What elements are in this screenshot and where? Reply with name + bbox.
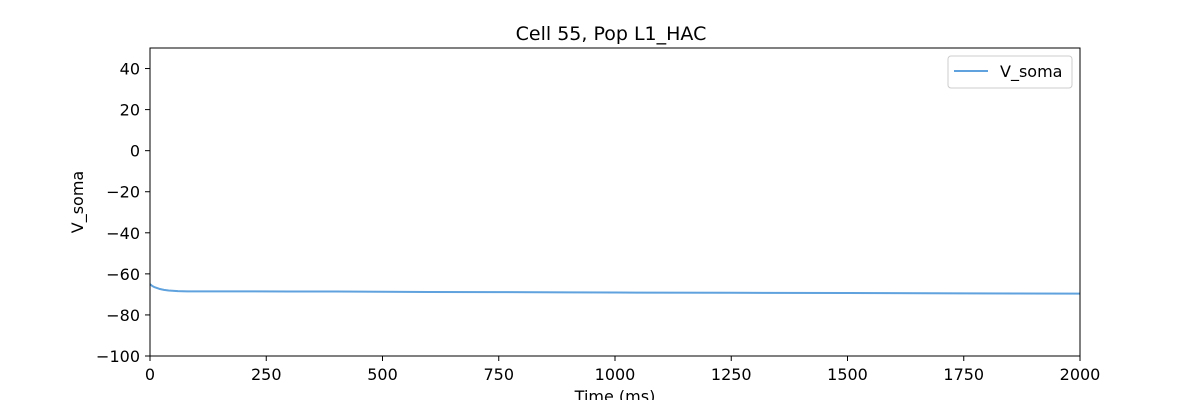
x-axis-label: Time (ms) (574, 387, 656, 400)
y-tick-label: 40 (120, 60, 140, 79)
y-tick-label: −20 (106, 183, 140, 202)
x-tick-label: 2000 (1060, 365, 1101, 384)
y-axis-ticks: −100 −80 −60 −40 −20 0 20 40 (96, 60, 150, 366)
x-tick-label: 500 (367, 365, 398, 384)
y-axis-label: V_soma (68, 171, 88, 233)
y-tick-label: 0 (130, 142, 140, 161)
x-tick-label: 750 (483, 365, 514, 384)
plot-frame (149, 47, 1081, 357)
x-tick-label: 1750 (943, 365, 984, 384)
legend-box (947, 55, 1073, 89)
x-tick-label: 1000 (595, 365, 636, 384)
y-tick-label: −100 (96, 347, 140, 366)
y-tick-label: −40 (106, 224, 140, 243)
x-axis-ticks: 0 250 500 750 1000 1250 1500 1750 2000 (145, 356, 1100, 384)
y-tick-label: −60 (106, 265, 140, 284)
legend-label-v-soma: V_soma (1000, 62, 1062, 82)
x-tick-label: 1250 (711, 365, 752, 384)
legend: V_soma (947, 55, 1073, 89)
x-tick-label: 0 (145, 365, 155, 384)
x-tick-label: 250 (251, 365, 282, 384)
y-tick-label: 20 (120, 101, 140, 120)
y-tick-label: −80 (106, 306, 140, 325)
chart-title: Cell 55, Pop L1_HAC (516, 23, 707, 45)
series-line-v-soma (149, 283, 1081, 295)
x-tick-label: 1500 (827, 365, 868, 384)
